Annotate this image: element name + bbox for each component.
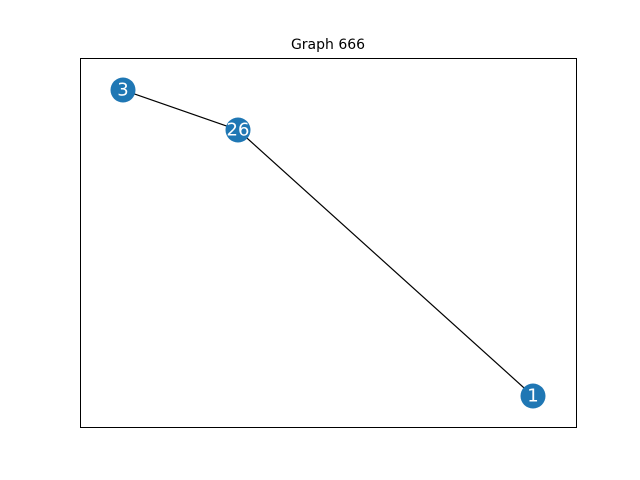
- node-1: 1: [520, 383, 546, 409]
- node-layer: 3 26 1: [110, 77, 546, 409]
- node-circle-1: [520, 383, 546, 409]
- node-circle-26: [225, 117, 251, 143]
- graph-title: Graph 666: [291, 37, 365, 53]
- plot-frame: [80, 58, 577, 428]
- node-label-1: 1: [527, 386, 538, 407]
- node-3: 3: [110, 77, 136, 103]
- node-26: 26: [225, 117, 251, 143]
- edge-26-1: [237, 129, 534, 397]
- node-label-26: 26: [227, 120, 250, 141]
- node-label-3: 3: [117, 80, 128, 101]
- edge-3-26: [122, 89, 239, 131]
- edge-layer: [122, 89, 534, 397]
- node-circle-3: [110, 77, 136, 103]
